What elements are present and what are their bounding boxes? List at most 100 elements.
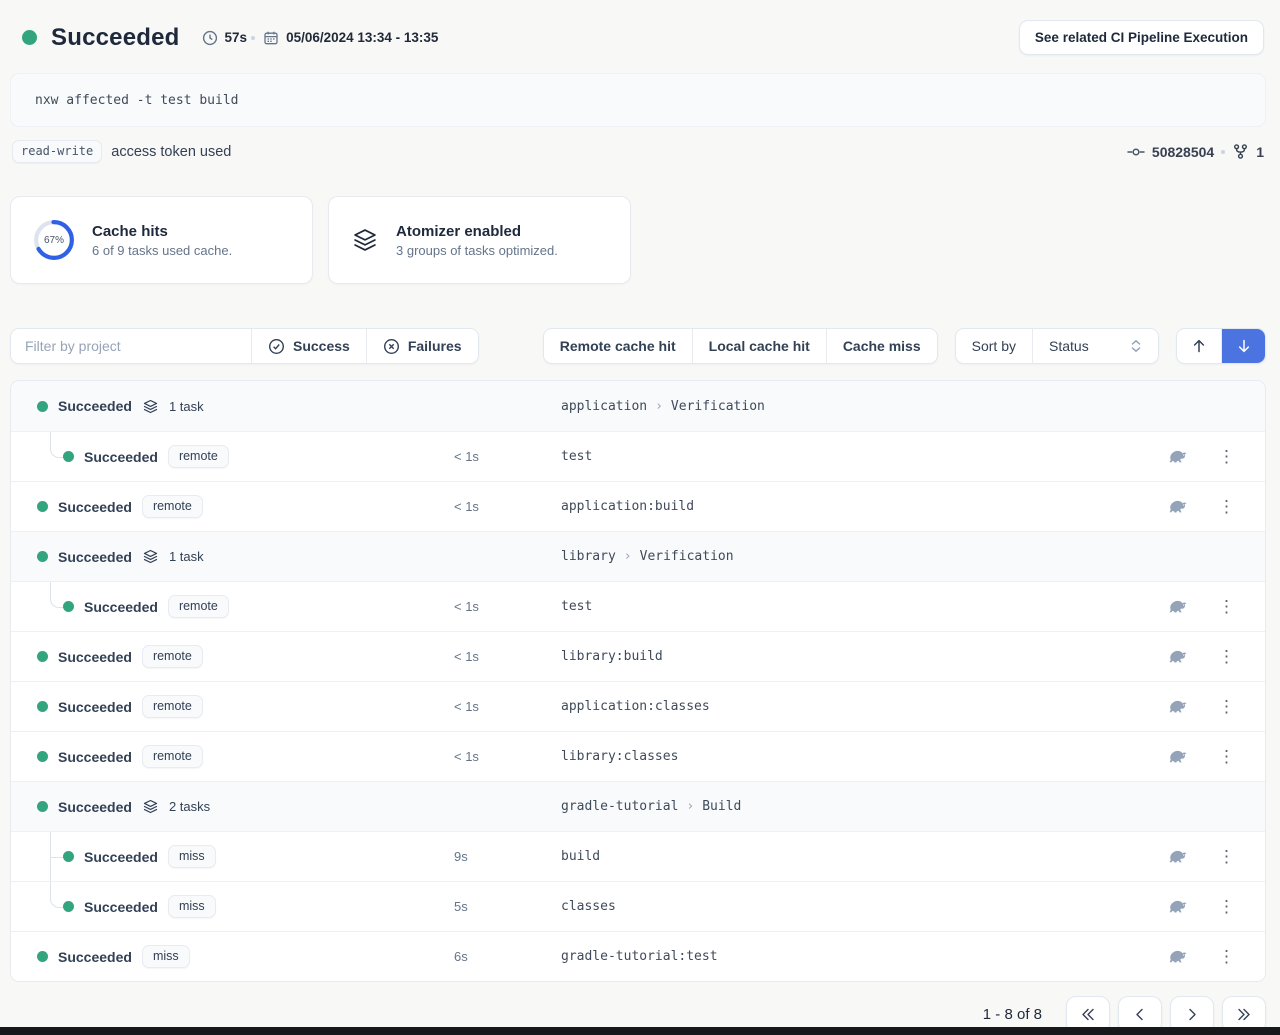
row-menu-button[interactable]: ⋮ [1218, 847, 1235, 866]
task-count-label: 2 tasks [168, 799, 211, 814]
row-menu-button[interactable]: ⋮ [1218, 697, 1235, 716]
row-menu-button[interactable]: ⋮ [1218, 647, 1235, 666]
status-dot [37, 951, 48, 962]
gradle-link-button[interactable] [1167, 649, 1188, 664]
next-page-button[interactable] [1170, 996, 1214, 1033]
row-menu-button[interactable]: ⋮ [1218, 947, 1235, 966]
gradle-link-button[interactable] [1167, 699, 1188, 714]
run-status-dot [22, 30, 37, 45]
status-dot [37, 400, 48, 412]
row-status-label: Succeeded [84, 448, 158, 465]
last-page-button[interactable] [1222, 996, 1266, 1033]
row-status-label: Succeeded [58, 798, 132, 815]
row-status-label: Succeeded [58, 648, 132, 665]
sort-group: Sort by Status [954, 328, 1159, 364]
task-row[interactable]: Succeeded remote < 1s test ⋮ [11, 431, 1265, 481]
project-name: library [561, 549, 616, 564]
row-menu-button[interactable]: ⋮ [1218, 447, 1235, 466]
gradle-elephant-icon [1169, 700, 1187, 713]
breadcrumb-separator: › [686, 799, 695, 814]
duration-label: < 1s [454, 649, 479, 664]
local-cache-hit-button[interactable]: Local cache hit [691, 329, 826, 363]
duration-label: < 1s [454, 599, 479, 614]
duration-label: < 1s [454, 749, 479, 764]
success-filter-button[interactable]: Success [251, 329, 366, 363]
duration-label: < 1s [454, 499, 479, 514]
tree-connector [50, 582, 64, 608]
vcs-separator-dot [1221, 149, 1226, 154]
task-row[interactable]: Succeeded miss 9s build ⋮ [11, 831, 1265, 882]
gradle-elephant-icon [1169, 750, 1187, 763]
task-group-row[interactable]: Succeeded 1 task application › Verificat… [11, 381, 1265, 431]
task-row[interactable]: Succeeded remote < 1s application:classe… [11, 681, 1265, 731]
task-row[interactable]: Succeeded remote < 1s library:build ⋮ [11, 631, 1265, 681]
duration-label: 5s [454, 899, 468, 914]
run-status-title: Succeeded [51, 23, 180, 51]
x-circle-icon [383, 338, 399, 354]
gradle-link-button[interactable] [1167, 749, 1188, 764]
task-row[interactable]: Succeeded miss 6s gradle-tutorial:test ⋮ [11, 931, 1265, 981]
layers-icon [143, 399, 158, 413]
gradle-link-button[interactable] [1167, 499, 1188, 514]
status-dot [37, 551, 48, 562]
sort-descending-button[interactable] [1221, 329, 1265, 363]
row-status-label: Succeeded [58, 548, 132, 565]
task-name: library:build [561, 649, 663, 664]
project-filter-input[interactable] [11, 329, 251, 363]
row-status-label: Succeeded [84, 598, 158, 615]
sort-ascending-button[interactable] [1177, 329, 1221, 363]
sort-direction-group [1176, 328, 1266, 364]
cache-miss-button[interactable]: Cache miss [825, 329, 937, 363]
row-status-label: Succeeded [58, 498, 132, 515]
task-row[interactable]: Succeeded remote < 1s application:build … [11, 481, 1265, 531]
gradle-link-button[interactable] [1167, 899, 1188, 914]
gradle-elephant-icon [1169, 950, 1187, 963]
cache-status-badge: miss [167, 845, 216, 868]
task-name: build [561, 849, 601, 864]
row-menu-button[interactable]: ⋮ [1218, 897, 1235, 916]
run-date-label: 05/06/2024 13:34 - 13:35 [286, 30, 439, 45]
gradle-elephant-icon [1169, 450, 1187, 463]
gradle-link-button[interactable] [1167, 449, 1188, 464]
summary-cards: 67% Cache hits 6 of 9 tasks used cache. … [10, 196, 1266, 284]
row-menu-button[interactable]: ⋮ [1218, 497, 1235, 516]
duration-label: 6s [454, 949, 468, 964]
project-filter-group: Success Failures [10, 328, 479, 364]
task-row[interactable]: Succeeded remote < 1s library:classes ⋮ [11, 731, 1265, 781]
gradle-link-button[interactable] [1167, 849, 1188, 864]
project-name: gradle-tutorial [561, 799, 679, 814]
task-row[interactable]: Succeeded remote < 1s test ⋮ [11, 581, 1265, 631]
row-status-label: Succeeded [58, 698, 132, 715]
task-group-row[interactable]: Succeeded 1 task library › Verification [11, 531, 1265, 581]
commit-id[interactable]: 50828504 [1151, 143, 1215, 160]
row-menu-button[interactable]: ⋮ [1218, 597, 1235, 616]
gradle-elephant-icon [1169, 850, 1187, 863]
filter-bar: Success Failures Remote cache hit Local … [10, 328, 1266, 364]
success-filter-label: Success [293, 338, 350, 354]
tree-connector [50, 882, 64, 908]
gradle-link-button[interactable] [1167, 599, 1188, 614]
task-count-label: 1 task [168, 549, 204, 564]
cache-card-subtitle: 6 of 9 tasks used cache. [92, 242, 233, 258]
sort-select[interactable]: Status [1032, 329, 1158, 363]
task-name: application:classes [561, 699, 710, 714]
cache-status-badge: remote [167, 445, 229, 468]
related-pipeline-button[interactable]: See related CI Pipeline Execution [1018, 20, 1264, 55]
task-name: classes [561, 899, 616, 914]
cache-status-badge: remote [141, 645, 203, 668]
row-status-label: Succeeded [84, 848, 158, 865]
task-group-row[interactable]: Succeeded 2 tasks gradle-tutorial › Buil… [11, 781, 1265, 831]
gradle-link-button[interactable] [1167, 949, 1188, 964]
remote-cache-hit-button[interactable]: Remote cache hit [543, 329, 692, 363]
gradle-elephant-icon [1169, 600, 1187, 613]
row-menu-button[interactable]: ⋮ [1218, 747, 1235, 766]
duration-label: < 1s [454, 449, 479, 464]
row-status-label: Succeeded [84, 898, 158, 915]
task-name: library:classes [561, 749, 679, 764]
task-row[interactable]: Succeeded miss 5s classes ⋮ [11, 881, 1265, 931]
failures-filter-button[interactable]: Failures [365, 329, 478, 363]
cache-status-badge: remote [141, 695, 203, 718]
atomizer-card: Atomizer enabled 3 groups of tasks optim… [328, 196, 631, 284]
command-box: nxw affected -t test build [10, 73, 1266, 127]
